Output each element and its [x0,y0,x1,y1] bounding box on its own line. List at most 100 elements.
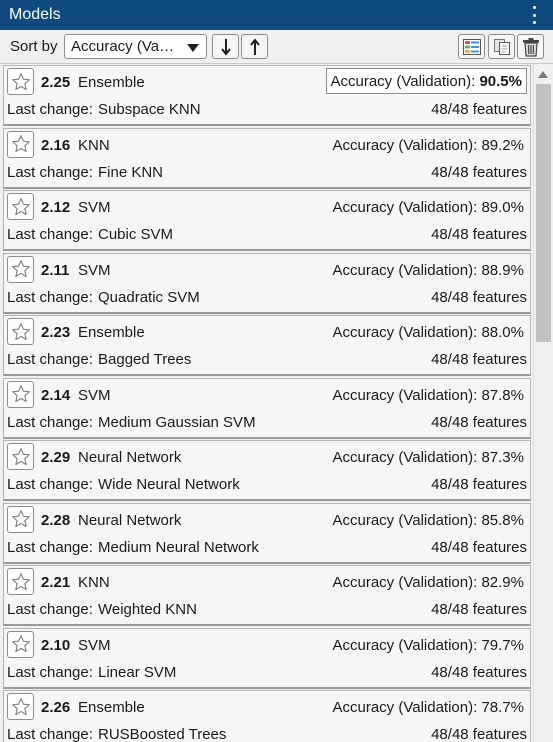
accuracy-metric: Accuracy (Validation): 89.2% [333,137,525,154]
last-change-label: Last change: [7,726,93,742]
accuracy-metric: Accuracy (Validation): 78.7% [333,699,525,716]
model-card[interactable]: 2.11 SVM Accuracy (Validation): 88.9% Last … [3,252,531,314]
feature-count: 48/48 features [431,601,527,618]
arrow-down-icon [220,38,231,56]
scroll-up-arrow-icon[interactable] [538,71,548,78]
feature-count: 48/48 features [431,101,527,118]
model-number: 2.14 [41,386,71,404]
model-card[interactable]: 2.10 SVM Accuracy (Validation): 79.7% Last … [3,627,531,689]
model-card[interactable]: 2.26 Ensemble Accuracy (Validation): 78.7%… [3,690,531,742]
model-card[interactable]: 2.14 SVM Accuracy (Validation): 87.8% Last … [3,377,531,439]
feature-count: 48/48 features [431,476,527,493]
model-type: SVM [78,636,111,654]
panel-title: Models [9,6,61,23]
feature-count: 48/48 features [431,288,527,306]
metric-value: 89.0% [481,199,524,216]
feature-count: 48/48 features [431,226,527,243]
more-options-icon[interactable] [531,6,537,24]
delete-button[interactable] [517,34,544,59]
model-type: KNN [78,136,110,154]
model-type: Ensemble [78,74,145,91]
metric-value: 89.2% [481,136,524,154]
favorite-star-icon[interactable] [7,68,34,95]
favorite-star-icon[interactable] [7,318,34,345]
model-card[interactable]: 2.12 SVM Accuracy (Validation): 89.0% Last … [3,190,531,251]
feature-count: 48/48 features [431,726,527,742]
model-type: Ensemble [78,699,145,716]
accuracy-metric: Accuracy (Validation): 79.7% [333,637,525,654]
last-change-label: Last change: [7,413,93,431]
last-change-value: Bagged Trees [98,351,192,368]
metric-label: Accuracy (Validation): [332,511,482,529]
metric-label: Accuracy (Validation): [332,199,482,216]
last-change-value: Weighted KNN [98,601,197,618]
metric-label: Accuracy (Validation): [330,73,480,90]
model-type: Ensemble [78,324,145,341]
model-card[interactable]: 2.25 Ensemble Accuracy (Validation): 90.5%… [3,65,531,126]
last-change-value: RUSBoosted Trees [98,726,227,742]
accuracy-metric: Accuracy (Validation): 87.3% [333,449,525,466]
model-type: KNN [78,574,110,591]
last-change-label: Last change: [7,663,93,681]
model-card[interactable]: 2.29 Neural Network Accuracy (Validation):… [3,440,531,501]
sort-descending-button[interactable] [212,34,239,59]
favorite-star-icon[interactable] [7,380,34,408]
sort-by-dropdown[interactable]: Accuracy (Va… [64,34,207,59]
sort-toolbar: Sort by Accuracy (Va… [0,30,553,64]
scrollbar-thumb[interactable] [536,84,551,342]
duplicate-button[interactable] [488,34,515,59]
favorite-star-icon[interactable] [7,630,34,658]
last-change-value: Medium Gaussian SVM [98,413,256,431]
layout-button[interactable] [458,34,485,59]
metric-value: 87.3% [481,449,524,466]
last-change-label: Last change: [7,163,93,181]
accuracy-metric: Accuracy (Validation): 87.8% [333,387,525,404]
last-change-value: Cubic SVM [98,226,174,243]
sort-ascending-button[interactable] [241,34,268,59]
metric-value: 85.8% [481,511,524,529]
last-change-label: Last change: [7,538,93,556]
feature-count: 48/48 features [431,538,527,556]
model-number: 2.10 [41,636,71,654]
favorite-star-icon[interactable] [7,255,34,283]
metric-value: 78.7% [481,699,524,716]
last-change-value: Linear SVM [98,663,177,681]
accuracy-metric: Accuracy (Validation): 88.0% [333,324,525,341]
model-card[interactable]: 2.16 KNN Accuracy (Validation): 89.2% Last … [3,127,531,189]
arrow-up-icon [249,37,260,55]
favorite-star-icon[interactable] [7,505,34,533]
favorite-star-icon[interactable] [7,130,34,158]
metric-label: Accuracy (Validation): [332,261,482,279]
sort-by-value: Accuracy (Va… [71,38,175,55]
metric-value: 88.0% [481,324,524,341]
metric-label: Accuracy (Validation): [332,136,482,154]
model-number: 2.11 [41,261,70,279]
model-card[interactable]: 2.23 Ensemble Accuracy (Validation): 88.0%… [3,315,531,376]
model-type: SVM [78,386,111,404]
model-card[interactable]: 2.21 KNN Accuracy (Validation): 82.9% Last … [3,565,531,626]
last-change-value: Subspace KNN [98,101,201,118]
favorite-star-icon[interactable] [7,193,34,220]
last-change-label: Last change: [7,101,93,118]
model-card[interactable]: 2.28 Neural Network Accuracy (Validation):… [3,502,531,564]
favorite-star-icon[interactable] [7,443,34,470]
sort-by-label: Sort by [10,38,58,55]
feature-count: 48/48 features [431,351,527,368]
accuracy-metric: Accuracy (Validation): 85.8% [333,512,525,529]
chevron-down-icon [187,44,199,52]
feature-count: 48/48 features [431,663,527,681]
accuracy-metric: Accuracy (Validation): 88.9% [333,262,525,279]
model-number: 2.28 [41,511,71,529]
model-number: 2.16 [41,136,71,154]
favorite-star-icon[interactable] [7,568,34,595]
model-number: 2.23 [41,324,71,341]
model-list: 2.25 Ensemble Accuracy (Validation): 90.5%… [0,64,533,742]
metric-label: Accuracy (Validation): [332,386,482,404]
metric-value: 88.9% [481,261,524,279]
accuracy-metric: Accuracy (Validation): 89.0% [333,199,525,216]
models-panel-header: Models [0,0,553,30]
favorite-star-icon[interactable] [7,693,34,720]
last-change-label: Last change: [7,601,93,618]
vertical-scrollbar[interactable] [533,64,553,742]
duplicate-icon [493,38,510,55]
